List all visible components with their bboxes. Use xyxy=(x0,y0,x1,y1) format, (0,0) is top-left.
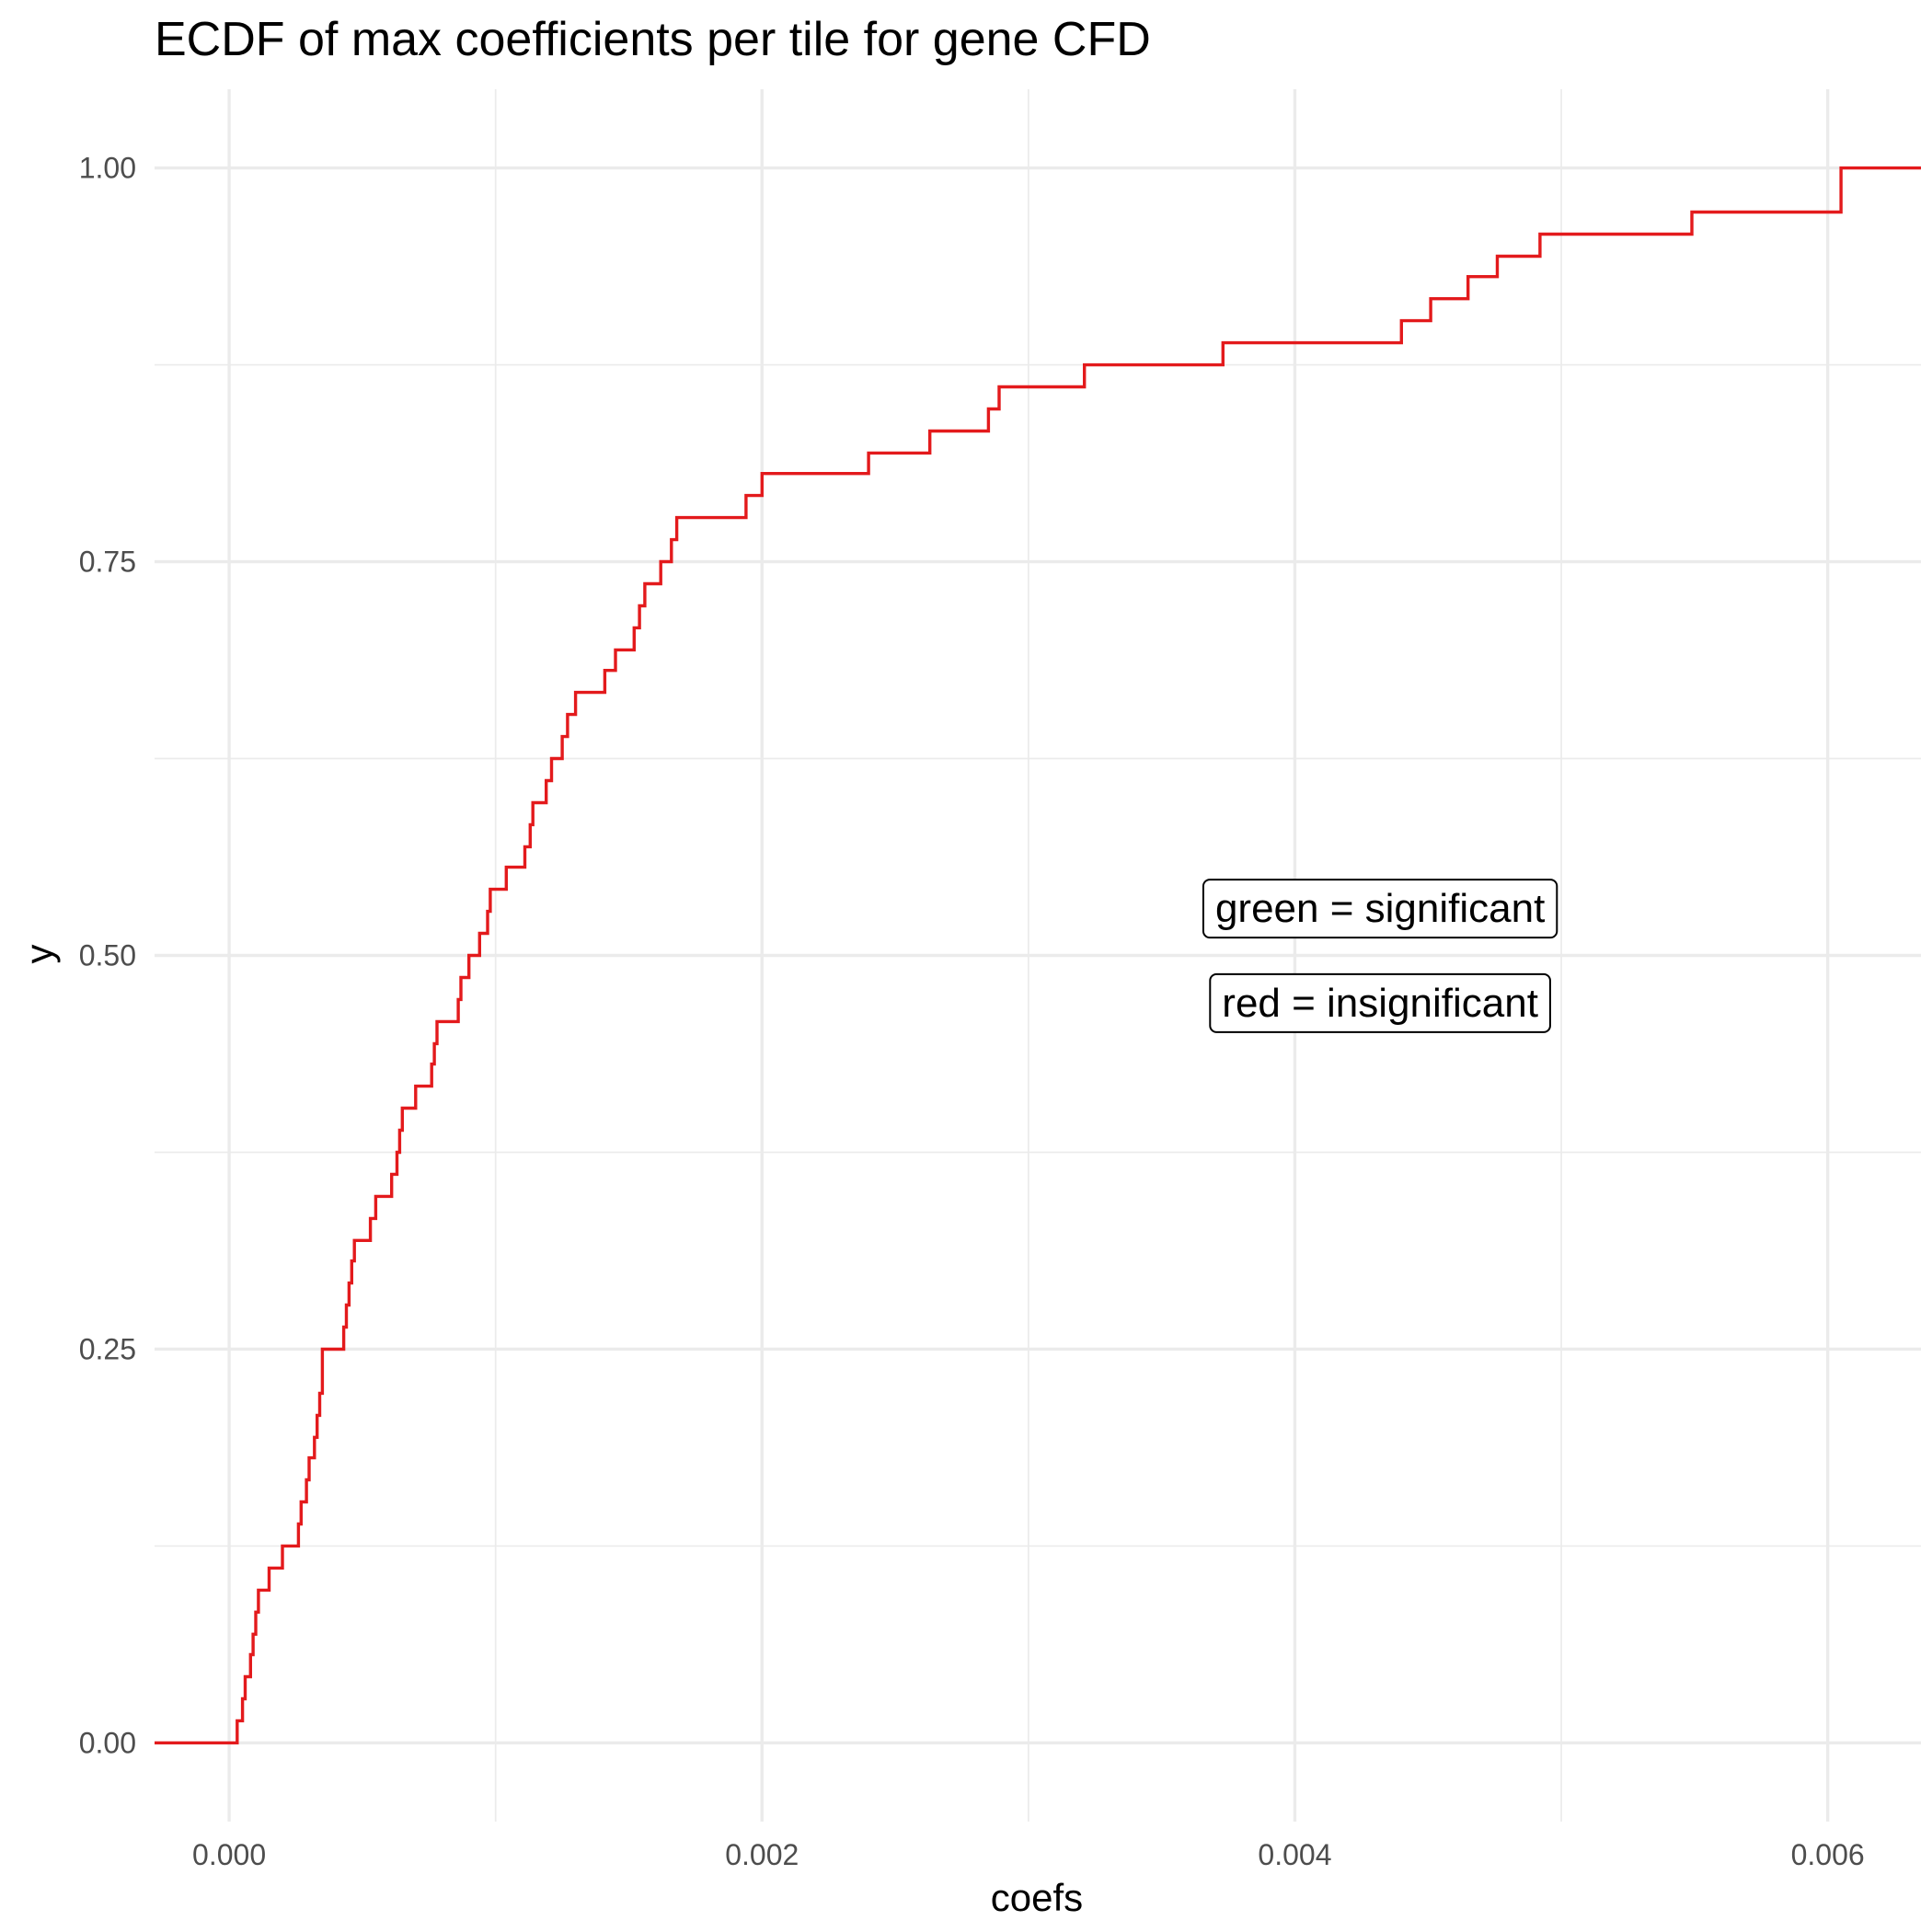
ecdf-step-line xyxy=(155,166,1921,1745)
annotation-box xyxy=(1202,879,1558,939)
annotation-box xyxy=(1209,972,1551,1033)
annotations: green = significant red = insignificant xyxy=(1202,879,1558,1033)
annotation-text: red = insignificant xyxy=(1222,981,1538,1026)
y-axis-title: y xyxy=(17,945,61,964)
x-axis-ticks: 0.000 0.002 0.004 0.006 xyxy=(192,1838,1865,1871)
x-tick-label: 0.006 xyxy=(1791,1838,1865,1871)
chart-title: ECDF of max coefficients per tile for ge… xyxy=(155,13,1151,66)
y-tick-label: 0.00 xyxy=(79,1726,136,1759)
grid xyxy=(155,89,1921,1822)
annotation-label: red = insignificant xyxy=(1209,972,1551,1033)
y-tick-label: 1.00 xyxy=(79,152,136,185)
x-axis-title: coefs xyxy=(991,1876,1083,1919)
x-tick-label: 0.002 xyxy=(725,1838,799,1871)
y-tick-label: 0.75 xyxy=(79,546,136,579)
annotation-text: green = significant xyxy=(1215,886,1545,931)
x-tick-label: 0.000 xyxy=(192,1838,266,1871)
annotation-label: green = significant xyxy=(1202,879,1558,939)
y-tick-label: 0.25 xyxy=(79,1332,136,1365)
y-tick-label: 0.50 xyxy=(79,939,136,972)
y-axis-ticks: 0.00 0.25 0.50 0.75 1.00 xyxy=(79,152,136,1760)
x-tick-label: 0.004 xyxy=(1258,1838,1331,1871)
